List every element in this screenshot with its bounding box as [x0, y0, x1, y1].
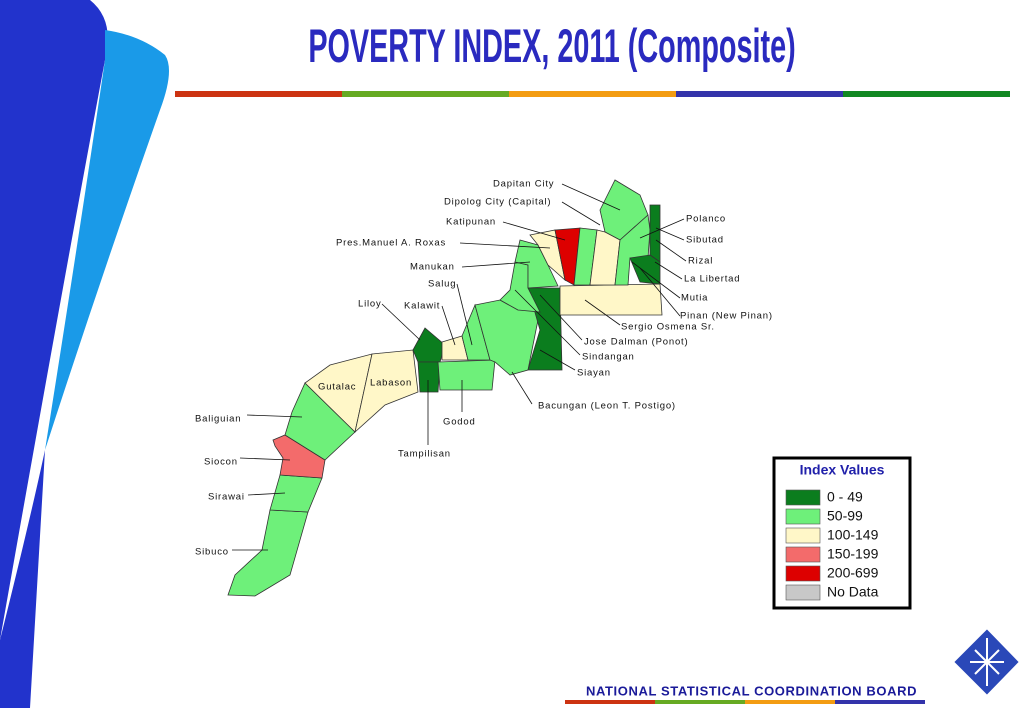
title-rule — [175, 91, 1010, 97]
region-label: Mutia — [681, 293, 708, 304]
region-label: Baliguian — [195, 414, 241, 425]
region-label: Jose Dalman (Ponot) — [584, 337, 688, 348]
legend-swatch — [785, 508, 821, 525]
legend-swatch — [785, 527, 821, 544]
decor-swoosh — [0, 450, 45, 708]
region — [227, 509, 309, 597]
slide-title: POVERTY INDEX, 2011 (Composite) — [308, 21, 795, 73]
legend-label: 50-99 — [827, 508, 863, 524]
region-label: Bacungan (Leon T. Postigo) — [538, 401, 676, 412]
region — [559, 283, 663, 316]
region — [354, 349, 419, 434]
legend: Index Values 0 - 49 50-99 100-149 150-199 20… — [772, 456, 912, 610]
region-label: Kalawit — [404, 301, 440, 312]
map-labels: Dapitan City Dipolog City (Capital) Kati… — [195, 179, 773, 558]
region-label: Manukan — [410, 262, 455, 273]
region-label: Sibuco — [195, 547, 229, 558]
region-label: Polanco — [686, 214, 726, 225]
region-label: Gutalac — [318, 382, 356, 393]
region — [412, 327, 446, 363]
region-label: Tampilisan — [398, 449, 451, 460]
footer-text: NATIONAL STATISTICAL COORDINATION BOARD — [586, 683, 917, 698]
legend-label: 100-149 — [827, 527, 879, 543]
region-label: Katipunan — [446, 217, 496, 228]
region-label: Sirawai — [208, 492, 245, 503]
footer-rule — [565, 700, 925, 704]
region — [514, 239, 559, 289]
region-label: Pres.Manuel A. Roxas — [336, 238, 446, 249]
legend-swatch — [785, 546, 821, 563]
legend-title: Index Values — [800, 462, 885, 478]
leader-lines — [232, 183, 687, 551]
region-label: Siayan — [577, 368, 611, 379]
region-label: La Libertad — [684, 274, 740, 285]
region-label: Sergio Osmena Sr. — [621, 322, 715, 333]
legend-label: 0 - 49 — [827, 489, 863, 505]
region — [629, 254, 661, 285]
region-label: Dapitan City — [493, 179, 554, 190]
region-label: Sibutad — [686, 235, 724, 246]
logo — [951, 626, 1022, 698]
legend-label: 200-699 — [827, 565, 879, 581]
decor-swoosh — [0, 0, 108, 640]
region — [417, 361, 441, 393]
region-label: Liloy — [358, 299, 382, 310]
region-label: Siocon — [204, 457, 238, 468]
legend-label: 150-199 — [827, 546, 879, 562]
region-label: Salug — [428, 279, 456, 290]
region-label: Labason — [370, 378, 412, 389]
legend-swatch — [785, 584, 821, 601]
region-label: Pinan (New Pinan) — [680, 311, 773, 322]
map — [227, 179, 663, 597]
region-label: Sindangan — [582, 352, 635, 363]
region-label: Rizal — [688, 256, 713, 267]
region-label: Godod — [443, 417, 476, 428]
decor-swoosh — [45, 30, 169, 450]
region — [437, 359, 496, 391]
legend-swatch — [785, 489, 821, 506]
region-label: Dipolog City (Capital) — [444, 197, 551, 208]
legend-label: No Data — [827, 584, 879, 600]
region — [529, 229, 566, 282]
legend-swatch — [785, 565, 821, 582]
region — [649, 204, 661, 263]
